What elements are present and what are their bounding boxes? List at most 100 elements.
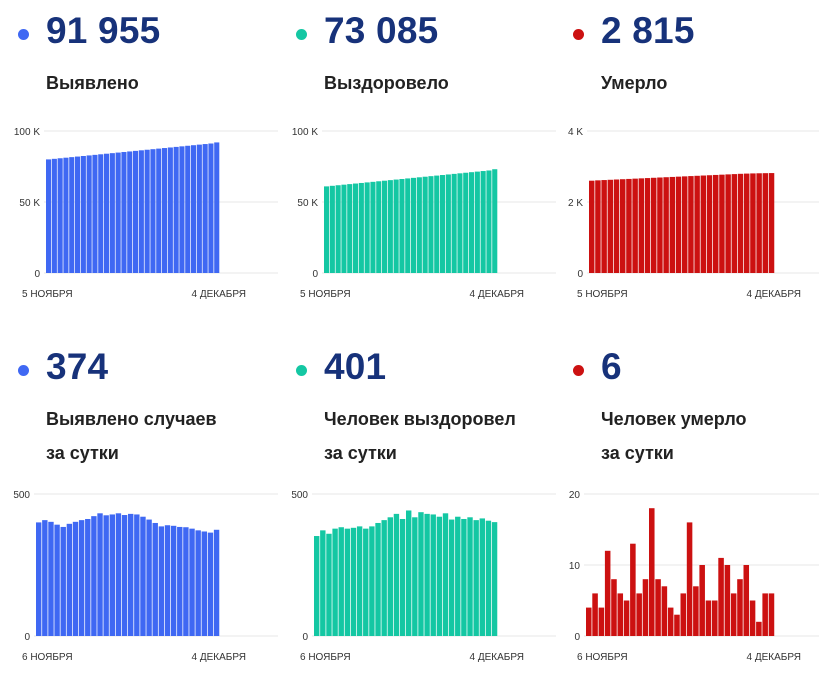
bar (201, 531, 207, 636)
bar (674, 614, 680, 636)
bar (463, 172, 469, 273)
bar (661, 586, 668, 636)
bar (162, 148, 168, 273)
bar (152, 522, 158, 636)
deaths-total-chart: 0 2 K 4 K 5 НОЯБРЯ 4 ДЕКАБРЯ (568, 127, 819, 300)
bar (768, 173, 775, 273)
deaths-daily-dot-icon (573, 365, 584, 376)
bar (202, 144, 208, 273)
bar (75, 156, 81, 273)
y-tick-label: 50 K (297, 198, 318, 209)
bar (663, 177, 669, 273)
bar (644, 178, 651, 273)
bar (756, 173, 762, 273)
y-tick-label: 20 (569, 490, 581, 501)
bar (680, 593, 687, 636)
bar (85, 518, 91, 636)
bar (620, 179, 626, 273)
bar (167, 147, 173, 273)
bar (207, 532, 214, 636)
bar (418, 512, 424, 636)
bar (195, 530, 201, 636)
bar (208, 143, 214, 273)
bar (146, 519, 152, 636)
recovered-daily-chart: 0 500 6 НОЯБРЯ 4 ДЕКАБРЯ (291, 490, 556, 663)
bar (54, 524, 60, 636)
bar (589, 180, 595, 273)
bar (586, 607, 592, 636)
bar (630, 543, 636, 636)
x-end-label: 4 ДЕКАБРЯ (469, 652, 524, 663)
bar (63, 157, 69, 273)
x-start-label: 6 НОЯБРЯ (300, 652, 351, 663)
bar (127, 151, 133, 273)
bar (36, 522, 42, 636)
deaths-total-label-line1: Умерло (601, 73, 668, 93)
bar (706, 175, 713, 273)
bar (422, 176, 428, 273)
y-tick-label: 0 (577, 269, 583, 280)
detected-dot-icon (18, 29, 29, 40)
deaths-daily-value: 6 (601, 346, 622, 387)
bar (595, 180, 601, 273)
y-tick-label: 500 (13, 490, 30, 501)
bar (405, 178, 411, 273)
detected-total-label-line1: Выявлено (46, 73, 139, 93)
bar (183, 527, 189, 636)
y-tick-label: 100 K (14, 127, 40, 138)
bar (743, 565, 750, 636)
bar (191, 145, 197, 273)
bar (762, 173, 769, 273)
recovered-daily-dot-icon (296, 365, 307, 376)
detected-daily-value: 374 (46, 346, 109, 387)
panel-deaths-daily: 6 Человек умерло за сутки 0 10 20 6 НОЯБРЯ 4… (569, 336, 819, 666)
bar (744, 173, 750, 273)
bar (387, 517, 393, 636)
panel-recovered-daily: 401 Человек выздоровел за сутки 0 500 6 НО… (291, 336, 556, 666)
bar (474, 171, 480, 273)
panel-recovered-total: 73 085 Выздоровело 0 50 K 100 K 5 НОЯБРЯ 4 Д… (292, 0, 556, 330)
bar (80, 155, 86, 273)
bar (750, 173, 756, 273)
bar (104, 153, 110, 273)
bar (393, 513, 400, 636)
bar (150, 149, 156, 273)
bar (133, 150, 139, 273)
bar (57, 158, 63, 273)
bar (51, 158, 57, 273)
bar (353, 183, 359, 273)
bar (42, 520, 48, 636)
y-tick-label: 2 K (568, 198, 583, 209)
bar (214, 142, 220, 273)
bar (185, 145, 191, 273)
bar (66, 523, 73, 636)
bar (467, 517, 473, 636)
recovered-total-value: 73 085 (324, 10, 439, 51)
bar (455, 516, 461, 636)
bar (363, 528, 369, 636)
bar (393, 179, 399, 273)
bar (48, 521, 54, 636)
bar (434, 175, 440, 273)
y-tick-label: 0 (574, 632, 580, 643)
bar (768, 593, 775, 636)
bar (109, 153, 115, 273)
bar (370, 181, 376, 273)
y-tick-label: 0 (24, 632, 30, 643)
bar (604, 550, 611, 636)
bar (638, 178, 645, 273)
bar (649, 508, 655, 636)
bar (688, 176, 694, 273)
bar (412, 517, 418, 636)
recovered-total-label: Выздоровело (324, 66, 564, 100)
deaths-total-label: Умерло (601, 66, 819, 100)
bar (326, 533, 332, 636)
bar (406, 510, 412, 636)
y-tick-label: 0 (312, 269, 318, 280)
y-tick-label: 0 (302, 632, 308, 643)
bar (134, 514, 140, 636)
bar (91, 516, 97, 636)
detected-daily-label: Выявлено случаев за сутки (46, 402, 286, 470)
recovered-daily-label: Человек выздоровел за сутки (324, 402, 564, 470)
